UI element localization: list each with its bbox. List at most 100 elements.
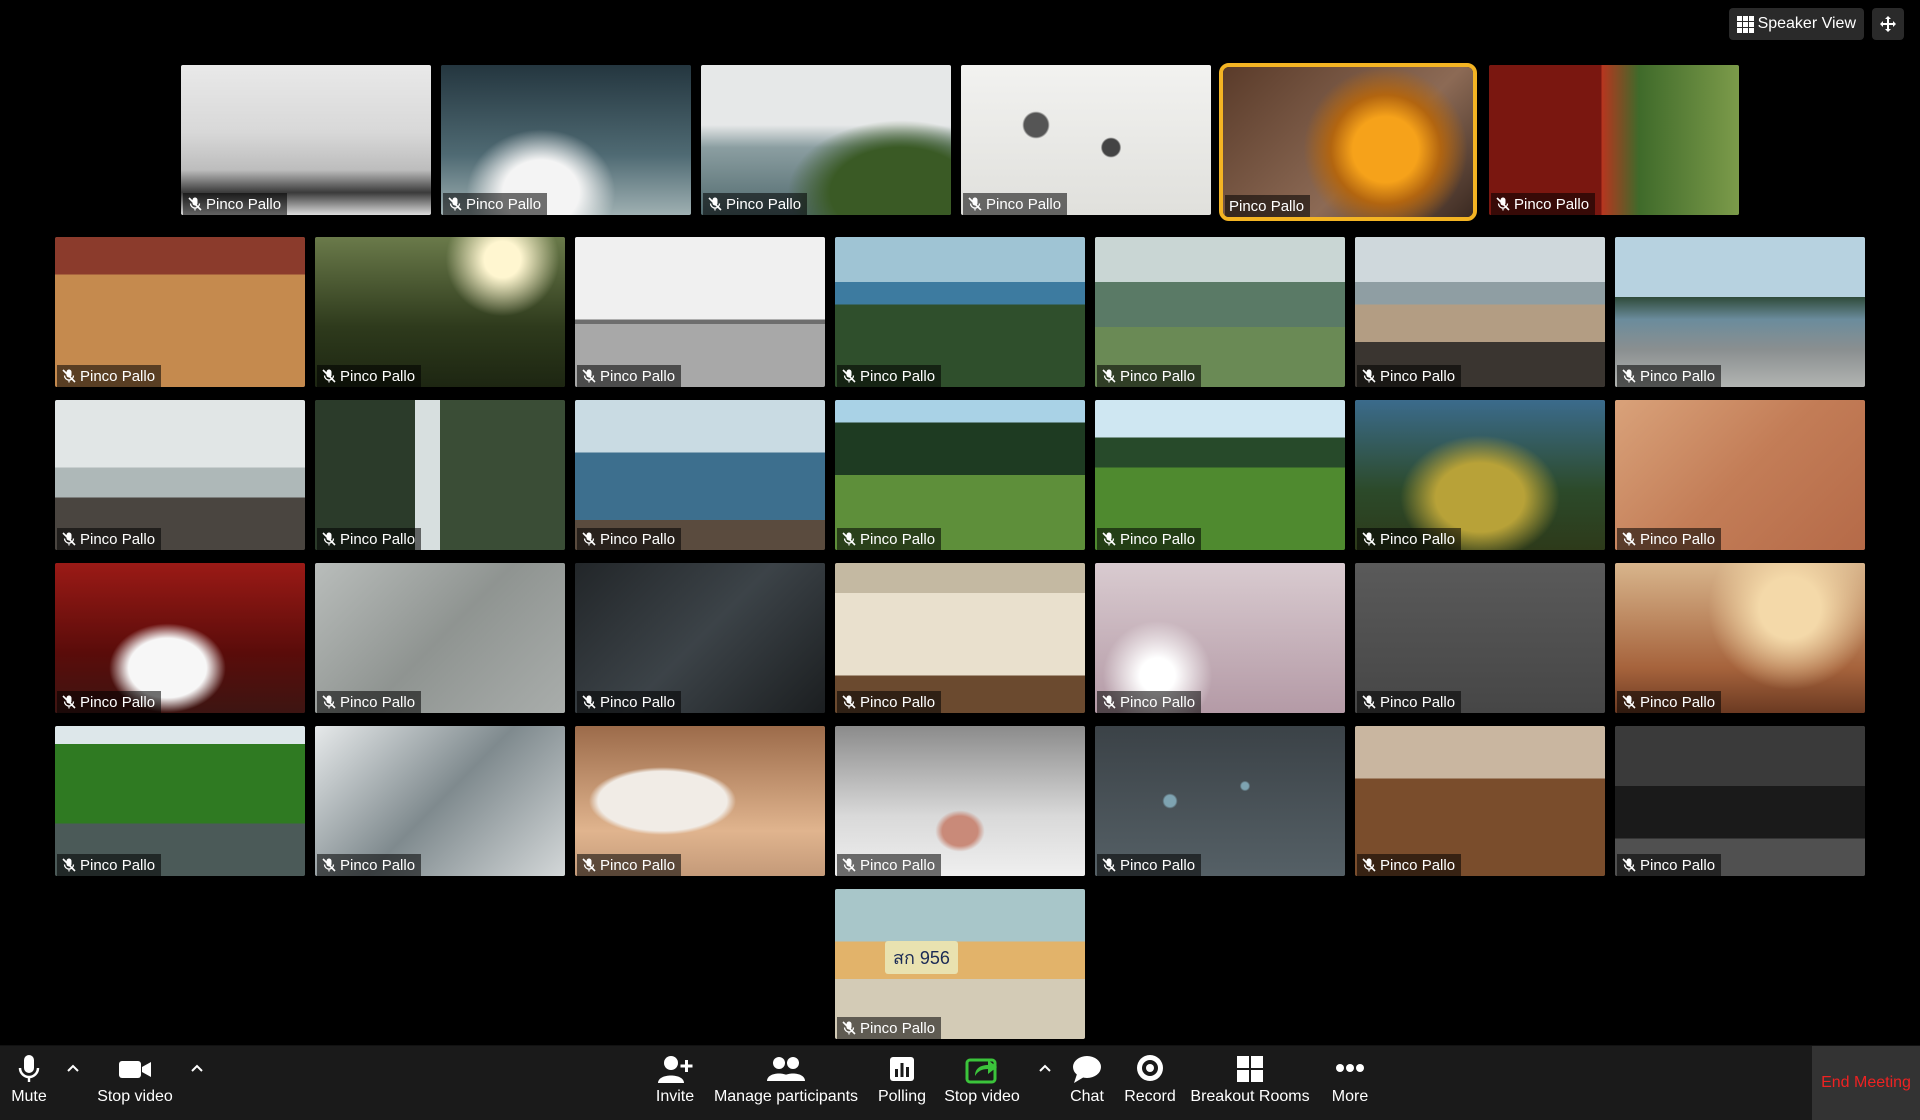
stop-video-button[interactable]: Stop video bbox=[94, 1052, 176, 1116]
participant-video-tile[interactable]: Pinco Pallo bbox=[1095, 563, 1345, 713]
participant-video-tile[interactable]: Pinco Pallo bbox=[575, 726, 825, 876]
fullscreen-button[interactable] bbox=[1872, 8, 1904, 40]
breakout-rooms-icon bbox=[1237, 1056, 1263, 1082]
participant-name-tag: Pinco Pallo bbox=[837, 528, 942, 550]
participants-icon bbox=[767, 1057, 805, 1081]
muted-microphone-icon bbox=[1622, 532, 1636, 546]
participant-video-tile[interactable]: Pinco Pallo bbox=[315, 726, 565, 876]
polling-button[interactable]: Polling bbox=[872, 1052, 932, 1116]
muted-microphone-icon bbox=[1622, 858, 1636, 872]
participant-name-tag: Pinco Pallo bbox=[1225, 195, 1311, 217]
muted-microphone-icon bbox=[842, 1021, 856, 1035]
participant-video-tile[interactable]: Pinco Pallo bbox=[315, 563, 565, 713]
participant-video-tile[interactable]: Pinco Pallo bbox=[1615, 400, 1865, 550]
participant-video-tile[interactable]: Pinco Pallo bbox=[1355, 726, 1605, 876]
participant-video-tile[interactable]: Pinco Pallo bbox=[701, 65, 951, 215]
participant-video-tile[interactable]: Pinco Pallo bbox=[1095, 400, 1345, 550]
participant-video-tile[interactable]: Pinco Pallo bbox=[55, 726, 305, 876]
participant-video-tile[interactable]: Pinco Pallo bbox=[1615, 237, 1865, 387]
participant-name-tag: Pinco Pallo bbox=[1097, 691, 1202, 713]
participant-name-tag: Pinco Pallo bbox=[1097, 854, 1202, 876]
muted-microphone-icon bbox=[842, 369, 856, 383]
manage-participants-button[interactable]: Manage participants bbox=[712, 1052, 860, 1116]
video-feed-wall-bench bbox=[575, 237, 825, 387]
muted-microphone-icon bbox=[62, 858, 76, 872]
muted-microphone-icon bbox=[1102, 695, 1116, 709]
speaker-view-button[interactable]: Speaker View bbox=[1728, 8, 1864, 40]
muted-microphone-icon bbox=[1622, 695, 1636, 709]
chevron-up-icon[interactable] bbox=[187, 1058, 207, 1078]
participant-name: Pinco Pallo bbox=[80, 693, 156, 711]
participant-video-tile[interactable]: Pinco Pallo bbox=[835, 726, 1085, 876]
chevron-up-icon[interactable] bbox=[63, 1058, 83, 1078]
participant-video-tile[interactable]: Pinco Pallo bbox=[1489, 65, 1739, 215]
muted-microphone-icon bbox=[1622, 369, 1636, 383]
participant-video-tile[interactable]: Pinco Pallo bbox=[55, 563, 305, 713]
video-feed-man-sunset bbox=[1615, 563, 1865, 713]
participant-video-tile[interactable]: Pinco Pallo bbox=[1355, 400, 1605, 550]
participant-name: Pinco Pallo bbox=[1640, 367, 1716, 385]
participant-video-tile[interactable]: สก 956 Pinco Pallo bbox=[835, 889, 1085, 1039]
participant-video-tile[interactable]: Pinco Pallo bbox=[835, 237, 1085, 387]
muted-microphone-icon bbox=[842, 532, 856, 546]
video-feed-mossy-log bbox=[1355, 400, 1605, 550]
video-feed-forest-lake bbox=[835, 237, 1085, 387]
video-feed-cat-nose bbox=[835, 726, 1085, 876]
participant-name-tag: Pinco Pallo bbox=[837, 1017, 942, 1039]
participant-name-tag: Pinco Pallo bbox=[57, 854, 162, 876]
breakout-rooms-button[interactable]: Breakout Rooms bbox=[1190, 1052, 1310, 1116]
participant-video-tile[interactable]: Pinco Pallo bbox=[575, 563, 825, 713]
chat-button[interactable]: Chat bbox=[1064, 1052, 1110, 1116]
participant-name-tag: Pinco Pallo bbox=[577, 365, 682, 387]
participant-video-tile[interactable]: Pinco Pallo bbox=[1615, 726, 1865, 876]
chevron-up-icon[interactable] bbox=[1035, 1058, 1055, 1078]
participant-video-tile[interactable]: Pinco Pallo bbox=[575, 237, 825, 387]
participant-name-tag: Pinco Pallo bbox=[1357, 365, 1462, 387]
participant-video-tile[interactable]: Pinco Pallo bbox=[55, 237, 305, 387]
speaker-view-label: Speaker View bbox=[1757, 15, 1856, 32]
participant-name: Pinco Pallo bbox=[1120, 856, 1196, 874]
record-button[interactable]: Record bbox=[1122, 1052, 1178, 1116]
video-feed-open-book bbox=[835, 563, 1085, 713]
participant-video-tile[interactable]: Pinco Pallo bbox=[441, 65, 691, 215]
participant-name: Pinco Pallo bbox=[466, 195, 542, 213]
mute-button[interactable]: Mute bbox=[0, 1052, 58, 1116]
participant-video-tile[interactable]: Pinco Pallo bbox=[961, 65, 1211, 215]
participant-video-tile[interactable]: Pinco Pallo bbox=[181, 65, 431, 215]
more-button[interactable]: More bbox=[1322, 1052, 1378, 1116]
muted-microphone-icon bbox=[62, 369, 76, 383]
participant-video-tile[interactable]: Pinco Pallo bbox=[1219, 63, 1477, 221]
muted-microphone-icon bbox=[1362, 369, 1376, 383]
participant-name: Pinco Pallo bbox=[860, 856, 936, 874]
invite-button[interactable]: Invite bbox=[648, 1052, 702, 1116]
participant-video-tile[interactable]: Pinco Pallo bbox=[835, 563, 1085, 713]
participant-name: Pinco Pallo bbox=[1120, 693, 1196, 711]
participant-name-tag: Pinco Pallo bbox=[577, 528, 682, 550]
participant-video-tile[interactable]: Pinco Pallo bbox=[1355, 563, 1605, 713]
video-feed-forks bbox=[575, 563, 825, 713]
participant-video-tile[interactable]: Pinco Pallo bbox=[1095, 237, 1345, 387]
share-video-label: Stop video bbox=[944, 1088, 1020, 1105]
video-feed-sea-rocks bbox=[575, 400, 825, 550]
participant-name-tag: Pinco Pallo bbox=[1491, 193, 1596, 215]
participant-name: Pinco Pallo bbox=[80, 856, 156, 874]
mute-label: Mute bbox=[11, 1088, 47, 1105]
participant-name-tag: Pinco Pallo bbox=[1357, 854, 1462, 876]
participant-name-tag: Pinco Pallo bbox=[577, 691, 682, 713]
participant-name: Pinco Pallo bbox=[600, 693, 676, 711]
participant-name: Pinco Pallo bbox=[1514, 195, 1590, 213]
participant-name: Pinco Pallo bbox=[860, 693, 936, 711]
participant-video-tile[interactable]: Pinco Pallo bbox=[1615, 563, 1865, 713]
participant-video-tile[interactable]: Pinco Pallo bbox=[1355, 237, 1605, 387]
end-meeting-button[interactable]: End Meeting bbox=[1812, 1046, 1920, 1120]
video-feed-rocky-shore bbox=[55, 400, 305, 550]
muted-microphone-icon bbox=[188, 197, 202, 211]
participant-video-tile[interactable]: Pinco Pallo bbox=[835, 400, 1085, 550]
participant-video-tile[interactable]: Pinco Pallo bbox=[55, 400, 305, 550]
participant-video-tile[interactable]: Pinco Pallo bbox=[575, 400, 825, 550]
share-video-button[interactable]: Stop video bbox=[940, 1052, 1024, 1116]
participant-video-tile[interactable]: Pinco Pallo bbox=[315, 400, 565, 550]
muted-microphone-icon bbox=[582, 695, 596, 709]
participant-video-tile[interactable]: Pinco Pallo bbox=[315, 237, 565, 387]
participant-video-tile[interactable]: Pinco Pallo bbox=[1095, 726, 1345, 876]
